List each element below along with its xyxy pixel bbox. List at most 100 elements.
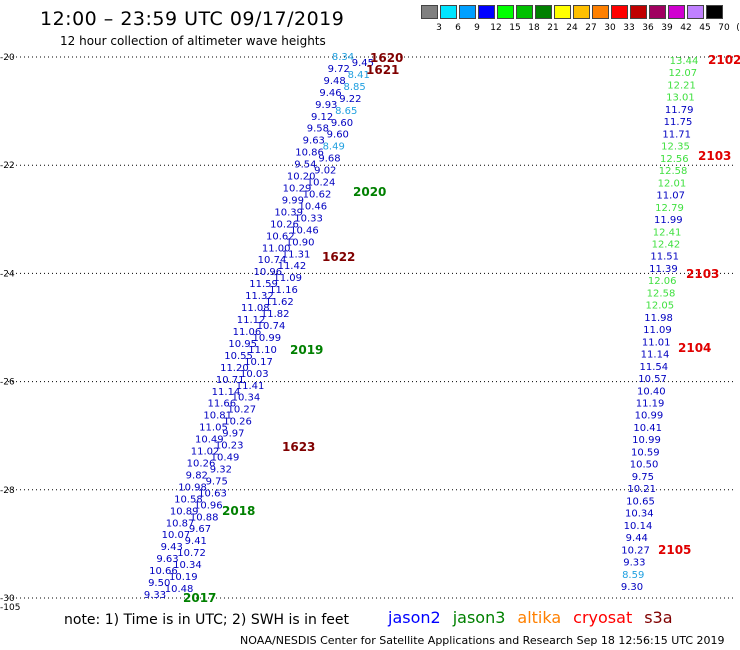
- longitude-label: -105: [0, 603, 20, 613]
- wave-height-value: 13.44: [670, 56, 699, 67]
- pass-time-label: 1622: [322, 250, 355, 264]
- scale-swatch: [440, 5, 457, 19]
- wave-height-value: 10.23: [215, 441, 244, 452]
- pass-time-label: 1621: [366, 63, 399, 77]
- wave-height-value: 10.26: [270, 219, 299, 230]
- wave-height-value: 10.65: [626, 496, 655, 507]
- wave-height-value: 10.29: [283, 184, 312, 195]
- wave-height-value: 10.72: [177, 548, 206, 559]
- wave-height-value: 12.42: [652, 240, 681, 251]
- latitude-label: -22: [0, 161, 15, 171]
- wave-height-value: 8.49: [323, 142, 345, 153]
- wave-height-value: 9.02: [314, 166, 336, 177]
- wave-height-value: 10.96: [194, 500, 223, 511]
- scale-swatch: [497, 5, 514, 19]
- pass-time-label: 1620: [370, 51, 403, 65]
- wave-height-value: 10.24: [307, 178, 336, 189]
- wave-height-value: 9.60: [327, 130, 349, 141]
- wave-height-value: 8.59: [622, 570, 644, 581]
- wave-height-value: 9.99: [282, 196, 304, 207]
- wave-height-value: 11.00: [262, 243, 291, 254]
- pass-time-label: 1623: [282, 440, 315, 454]
- wave-height-value: 9.33: [623, 558, 645, 569]
- latitude-label: -30: [0, 594, 15, 604]
- wave-height-value: 10.66: [149, 566, 178, 577]
- pass-time-label: 2103: [698, 149, 731, 163]
- wave-height-value: 9.63: [156, 554, 178, 565]
- wave-height-value: 11.42: [278, 261, 307, 272]
- wave-height-value: 10.26: [223, 417, 252, 428]
- latitude-label: -24: [0, 269, 15, 279]
- wave-height-value: 11.99: [654, 215, 683, 226]
- scale-tick-label: 42: [680, 23, 692, 33]
- scale-tick-label: 33: [623, 23, 635, 33]
- latitude-label: -28: [0, 486, 15, 496]
- pass-time-label: 2017: [183, 591, 216, 605]
- scale-tick-label: (ft): [736, 23, 740, 33]
- wave-height-value: 12.41: [653, 227, 682, 238]
- wave-height-value: 11.01: [642, 337, 671, 348]
- wave-height-value: 11.66: [207, 399, 236, 410]
- wave-height-value: 10.27: [621, 545, 650, 556]
- wave-height-value: 10.03: [240, 369, 269, 380]
- scale-swatch: [516, 5, 533, 19]
- wave-height-value: 10.99: [632, 435, 661, 446]
- wave-height-value: 8.85: [343, 82, 365, 93]
- wave-height-value: 10.59: [631, 447, 660, 458]
- wave-height-value: 11.09: [643, 325, 672, 336]
- wave-height-value: 10.17: [244, 357, 273, 368]
- satellite-legend: jason2 jason3 altika cryosat s3a: [388, 608, 685, 627]
- wave-height-value: 10.74: [258, 255, 287, 266]
- wave-height-value: 11.20: [220, 363, 249, 374]
- wave-height-value: 9.12: [311, 112, 333, 123]
- wave-height-value: 11.54: [639, 362, 668, 373]
- wave-height-value: 10.90: [286, 237, 315, 248]
- wave-height-value: 10.87: [166, 518, 195, 529]
- wave-height-value: 10.41: [633, 423, 662, 434]
- wave-height-value: 11.14: [641, 350, 670, 361]
- wave-height-value: 9.58: [307, 124, 329, 135]
- pass-time-label: 2105: [658, 543, 691, 557]
- scale-swatch: [649, 5, 666, 19]
- wave-height-value: 10.86: [295, 148, 324, 159]
- wave-height-value: 11.31: [282, 249, 311, 260]
- wave-height-value: 11.12: [237, 315, 266, 326]
- wave-height-value: 8.34: [332, 52, 354, 63]
- footer-credit: NOAA/NESDIS Center for Satellite Applica…: [240, 634, 725, 647]
- wave-height-value: 11.62: [265, 297, 294, 308]
- wave-height-value: 10.57: [638, 374, 667, 385]
- scale-tick-label: 3: [436, 23, 442, 33]
- latitude-label: -20: [0, 53, 15, 63]
- latitude-label: -26: [0, 378, 15, 388]
- scale-tick-label: 18: [528, 23, 540, 33]
- wave-height-value: 12.56: [660, 154, 689, 165]
- wave-height-value: 12.07: [668, 68, 697, 79]
- scale-tick-label: 12: [490, 23, 502, 33]
- wave-height-value: 10.95: [228, 339, 257, 350]
- wave-height-value: 10.21: [627, 484, 656, 495]
- scale-swatch: [478, 5, 495, 19]
- map-title: 12:00 – 23:59 UTC 09/17/2019: [40, 8, 345, 30]
- wave-height-value: 12.01: [658, 178, 687, 189]
- wave-height-value: 9.45: [352, 58, 374, 69]
- wave-height-value: 10.49: [195, 435, 224, 446]
- scale-swatch: [630, 5, 647, 19]
- wave-height-value: 12.35: [661, 142, 690, 153]
- pass-time-label: 2020: [353, 185, 386, 199]
- wave-height-value: 11.98: [644, 313, 673, 324]
- pass-time-label: 2103: [686, 267, 719, 281]
- pass-time-label: 2019: [290, 343, 323, 357]
- scale-tick-label: 70: [718, 23, 730, 33]
- wave-height-value: 10.58: [174, 494, 203, 505]
- wave-height-value: 11.51: [650, 252, 679, 263]
- wave-height-value: 11.16: [269, 285, 298, 296]
- grid-lines: [8, 56, 736, 599]
- scale-tick-label: 45: [699, 23, 711, 33]
- wave-height-value: 10.46: [298, 201, 327, 212]
- wave-height-value: 10.98: [178, 482, 207, 493]
- scale-tick-label: 39: [661, 23, 673, 33]
- wave-height-value: 11.59: [249, 279, 278, 290]
- scale-swatch: [573, 5, 590, 19]
- legend-cryosat: cryosat: [573, 608, 633, 627]
- wave-height-value: 12.58: [659, 166, 688, 177]
